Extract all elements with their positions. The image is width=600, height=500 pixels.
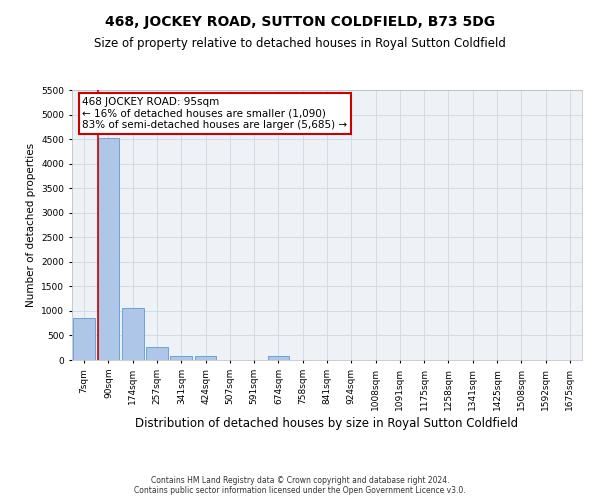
Text: 468, JOCKEY ROAD, SUTTON COLDFIELD, B73 5DG: 468, JOCKEY ROAD, SUTTON COLDFIELD, B73 … — [105, 15, 495, 29]
Bar — [97, 138, 119, 360]
Bar — [194, 356, 217, 360]
Y-axis label: Number of detached properties: Number of detached properties — [26, 143, 36, 307]
X-axis label: Distribution of detached houses by size in Royal Sutton Coldfield: Distribution of detached houses by size … — [136, 416, 518, 430]
Bar — [170, 356, 192, 360]
Text: Contains HM Land Registry data © Crown copyright and database right 2024.
Contai: Contains HM Land Registry data © Crown c… — [134, 476, 466, 495]
Text: Size of property relative to detached houses in Royal Sutton Coldfield: Size of property relative to detached ho… — [94, 38, 506, 51]
Bar — [122, 308, 143, 360]
Bar — [146, 347, 168, 360]
Bar — [73, 318, 95, 360]
Bar — [268, 356, 289, 360]
Text: 468 JOCKEY ROAD: 95sqm
← 16% of detached houses are smaller (1,090)
83% of semi-: 468 JOCKEY ROAD: 95sqm ← 16% of detached… — [82, 97, 347, 130]
